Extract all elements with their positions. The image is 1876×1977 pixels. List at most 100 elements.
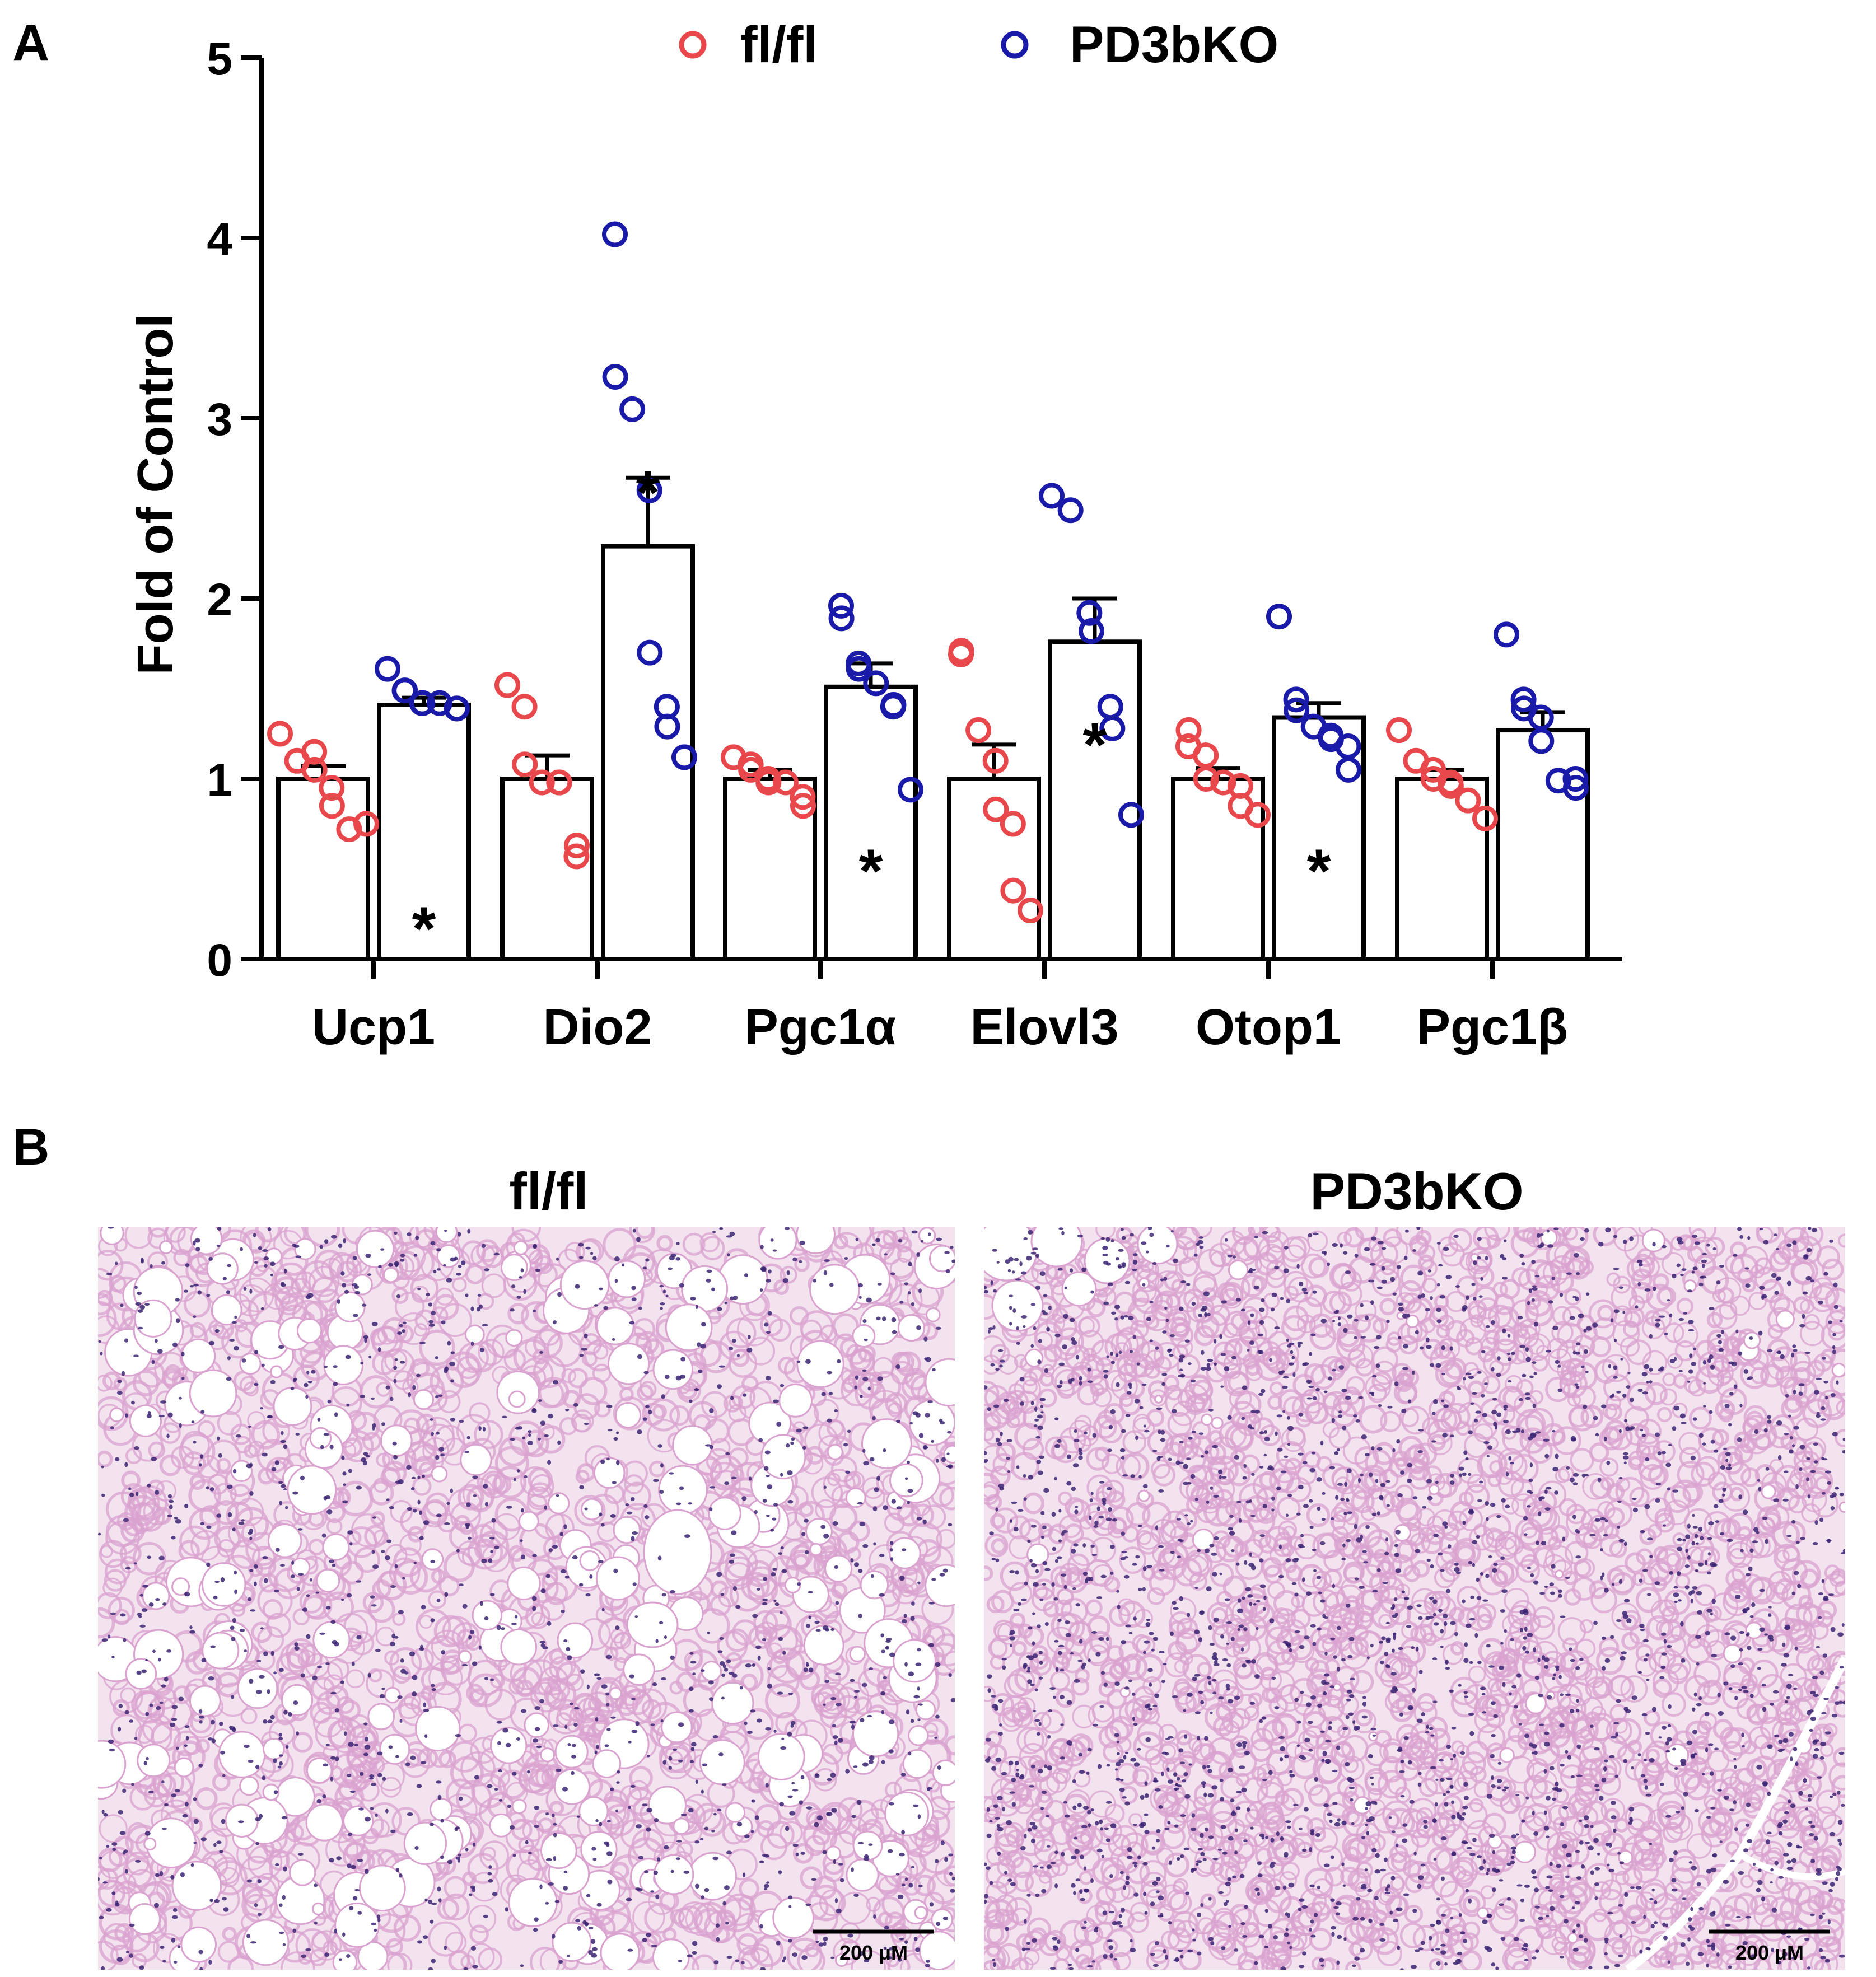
nucleus	[532, 1606, 536, 1611]
nucleus	[836, 1908, 842, 1914]
tissue-cell	[1506, 1756, 1535, 1784]
tissue-cell	[984, 1795, 1004, 1816]
nucleus	[721, 1696, 725, 1700]
tissue-cell	[98, 1451, 113, 1468]
lipid-vacuole	[143, 1837, 157, 1850]
nucleus	[766, 1278, 771, 1283]
lipid-vacuole	[893, 1639, 936, 1683]
tissue-cell	[188, 1479, 221, 1512]
nucleus	[249, 1288, 253, 1294]
nucleus	[571, 1754, 576, 1759]
nucleus	[296, 1587, 300, 1591]
tissue-cell	[1470, 1314, 1483, 1328]
nucleus	[782, 1959, 785, 1963]
nucleus	[198, 1716, 204, 1719]
tissue-cell	[913, 1874, 936, 1897]
tissue-cell	[349, 1630, 375, 1656]
tissue-cell	[1449, 1856, 1478, 1886]
tissue-cell	[1634, 1826, 1663, 1856]
nucleus	[343, 1238, 347, 1244]
nucleus	[883, 1676, 887, 1679]
nucleus	[771, 1572, 776, 1577]
nucleus	[770, 1238, 774, 1242]
nucleus	[824, 1680, 830, 1684]
nucleus	[880, 1691, 886, 1696]
nucleus	[552, 1380, 559, 1385]
nucleus	[217, 1227, 222, 1231]
nucleus	[931, 1439, 935, 1443]
lipid-vacuole	[852, 1324, 876, 1348]
nucleus	[447, 1859, 453, 1864]
data-point	[983, 796, 1009, 822]
nucleus	[531, 1596, 537, 1601]
lipid-vacuole	[792, 1576, 829, 1613]
y-axis-label: Fold of Control	[128, 314, 184, 675]
lipid-vacuole	[189, 1369, 237, 1418]
tissue-cell	[984, 1335, 1006, 1363]
tissue-cell	[465, 1684, 484, 1703]
nucleus	[488, 1865, 492, 1869]
tissue-cell	[376, 1452, 391, 1467]
nucleus	[253, 1233, 256, 1237]
nucleus	[377, 1751, 383, 1756]
nucleus	[346, 1403, 350, 1407]
nucleus	[174, 1517, 179, 1520]
nucleus	[792, 1843, 799, 1847]
nucleus	[643, 1504, 648, 1508]
nucleus	[393, 1378, 397, 1384]
nucleus	[563, 1885, 568, 1891]
nucleus	[179, 1396, 182, 1400]
tissue-cell	[310, 1702, 332, 1724]
data-point	[1000, 877, 1026, 904]
data-point	[828, 605, 855, 632]
nucleus	[857, 1842, 864, 1844]
tissue-cell	[1726, 1541, 1753, 1568]
nucleus	[407, 1812, 413, 1816]
nucleus	[521, 1709, 527, 1713]
nucleus	[766, 1330, 771, 1334]
data-point	[654, 713, 680, 740]
nucleus	[778, 1637, 783, 1641]
nucleus	[509, 1438, 516, 1441]
nucleus	[103, 1812, 108, 1817]
nucleus	[129, 1953, 134, 1958]
nucleus	[141, 1608, 148, 1613]
nucleus	[704, 1888, 710, 1892]
nucleus	[369, 1777, 374, 1780]
nucleus	[890, 1557, 894, 1562]
nucleus	[240, 1247, 243, 1251]
nucleus	[800, 1852, 805, 1855]
nucleus	[238, 1522, 245, 1525]
nucleus	[780, 1384, 785, 1387]
data-point	[392, 677, 418, 704]
nucleus	[862, 1544, 869, 1548]
nucleus	[170, 1722, 175, 1727]
nucleus	[388, 1263, 393, 1267]
nucleus	[532, 1408, 536, 1412]
nucleus	[539, 1641, 546, 1644]
nucleus	[605, 1654, 612, 1660]
nucleus	[891, 1946, 898, 1949]
nucleus	[748, 1476, 752, 1481]
tissue-cell	[1176, 1730, 1192, 1746]
nucleus	[330, 1777, 334, 1782]
nucleus	[814, 1773, 820, 1778]
nucleus	[860, 1718, 865, 1723]
tissue-cell	[249, 1265, 277, 1294]
nucleus	[589, 1574, 593, 1579]
tissue-cell	[1243, 1922, 1260, 1938]
nucleus	[162, 1602, 167, 1606]
nucleus	[305, 1295, 311, 1300]
nucleus	[106, 1272, 113, 1275]
nucleus	[371, 1321, 378, 1326]
nucleus	[762, 1854, 767, 1857]
nucleus	[109, 1748, 115, 1752]
data-point	[1563, 775, 1589, 801]
nucleus	[143, 1761, 147, 1766]
nucleus	[278, 1345, 284, 1349]
tissue-cell	[1628, 1451, 1645, 1467]
lipid-vacuole	[316, 1568, 340, 1593]
nucleus	[216, 1244, 221, 1247]
nucleus	[176, 1746, 179, 1750]
nucleus	[124, 1869, 129, 1874]
